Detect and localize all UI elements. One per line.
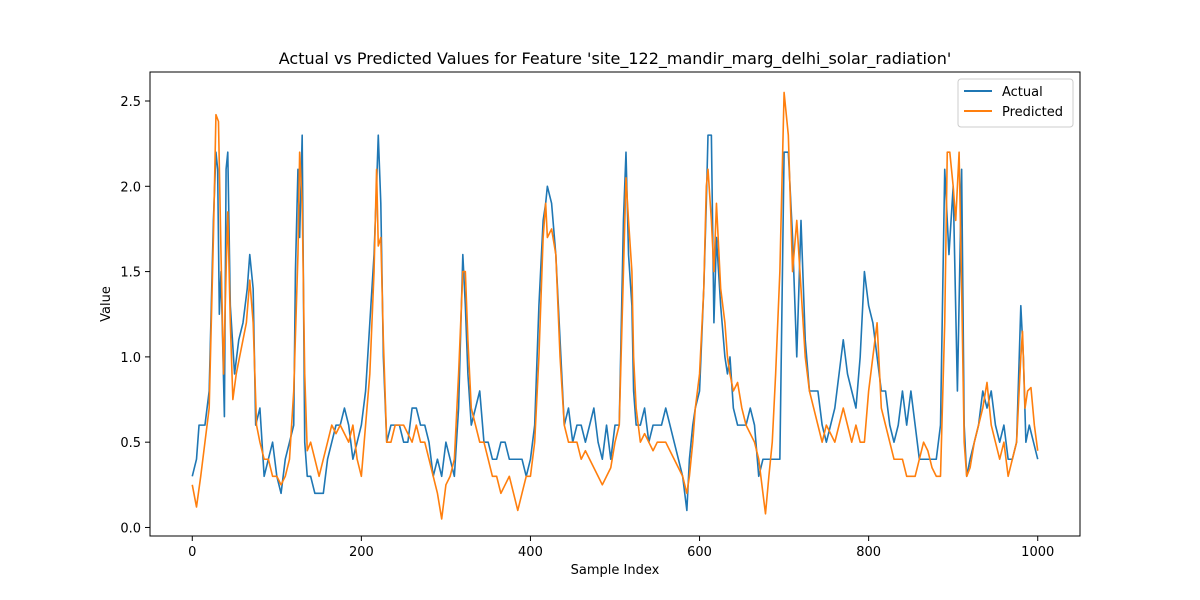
y-tick-label: 0.0	[120, 521, 141, 536]
y-tick-label: 1.0	[120, 351, 141, 366]
plot-frame	[149, 71, 1081, 537]
x-tick-label: 1000	[1021, 545, 1054, 560]
x-axis: 0 200 400 600 800 1000	[188, 536, 1054, 560]
y-tick-label: 2.5	[120, 95, 141, 110]
chart-title: Actual vs Predicted Values for Feature '…	[279, 49, 952, 69]
y-axis: 0.0 0.5 1.0 1.5 2.0 2.5	[120, 95, 150, 536]
plot-area	[149, 71, 1081, 537]
y-tick-label: 2.0	[120, 180, 141, 195]
y-tick-label: 0.5	[120, 436, 141, 451]
series-layer	[191, 91, 1039, 520]
legend-label-actual: Actual	[1002, 85, 1043, 100]
x-axis-title: Sample Index	[571, 563, 660, 578]
series-line-predicted	[191, 91, 1039, 520]
y-tick-label: 1.5	[120, 266, 141, 281]
legend: Actual Predicted	[957, 78, 1074, 128]
legend-label-predicted: Predicted	[1002, 105, 1063, 120]
x-tick-label: 800	[856, 545, 881, 560]
series-line-actual	[191, 134, 1039, 512]
x-tick-label: 200	[349, 545, 374, 560]
x-tick-label: 400	[518, 545, 543, 560]
x-tick-label: 0	[188, 545, 196, 560]
x-tick-label: 600	[687, 545, 712, 560]
y-axis-title: Value	[99, 286, 114, 322]
